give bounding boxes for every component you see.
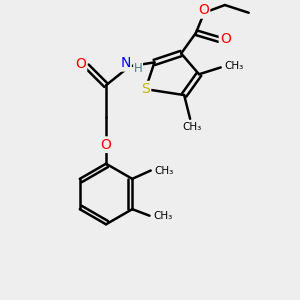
Text: O: O	[75, 57, 86, 71]
Text: S: S	[141, 82, 150, 96]
Text: O: O	[100, 138, 112, 152]
Text: N: N	[120, 56, 130, 70]
Text: CH₃: CH₃	[153, 211, 172, 221]
Text: CH₃: CH₃	[154, 166, 173, 176]
Text: CH₃: CH₃	[182, 122, 201, 132]
Text: H: H	[134, 62, 142, 75]
Text: O: O	[220, 32, 231, 46]
Text: O: O	[198, 3, 209, 17]
Text: CH₃: CH₃	[224, 61, 244, 71]
